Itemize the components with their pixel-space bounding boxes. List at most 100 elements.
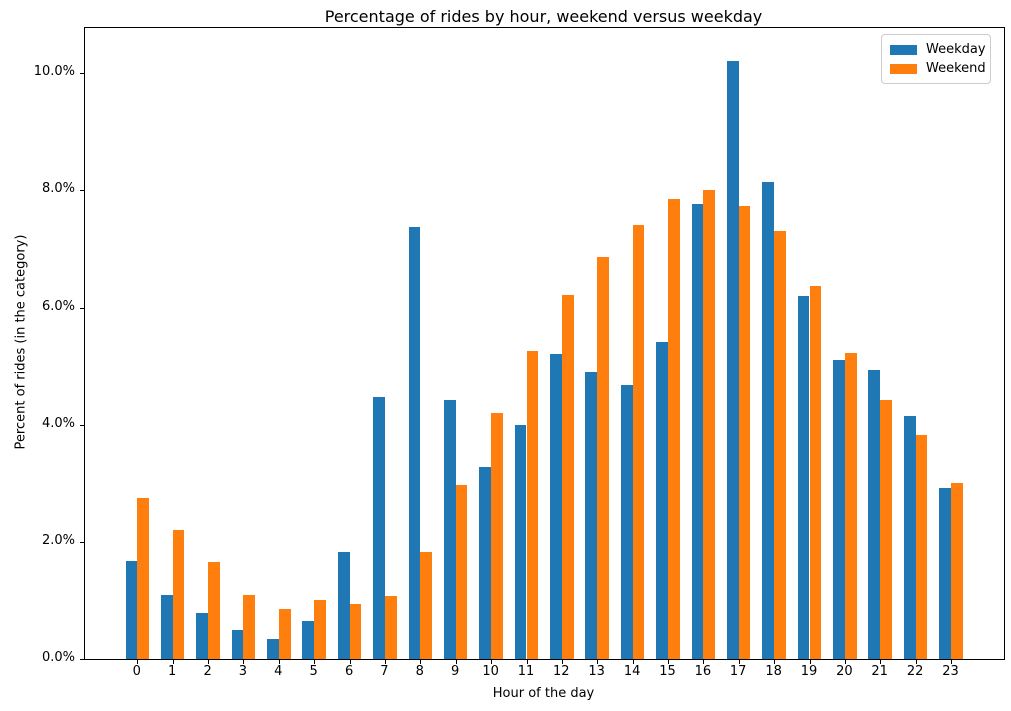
bar-weekday-20 <box>833 360 845 659</box>
bar-weekday-3 <box>231 629 244 659</box>
x-tick-label-2: 2 <box>203 664 212 679</box>
x-tick-label-17: 17 <box>729 664 747 679</box>
bar-weekend-2 <box>208 561 220 659</box>
bar-weekday-17 <box>726 61 739 659</box>
bar-weekend-22 <box>915 435 928 659</box>
weekend-swatch-icon <box>890 63 917 74</box>
bar-weekend-12 <box>561 295 574 659</box>
y-tick-mark-4 <box>80 424 84 426</box>
bar-weekday-13 <box>585 371 598 659</box>
bar-weekday-15 <box>656 342 668 659</box>
legend-label-weekend: Weekend <box>926 61 986 76</box>
x-tick-mark-9 <box>455 660 457 664</box>
bar-weekend-15 <box>668 199 680 659</box>
x-tick-mark-5 <box>314 660 316 664</box>
x-tick-mark-11 <box>526 660 528 664</box>
x-tick-label-19: 19 <box>800 664 818 679</box>
x-tick-mark-6 <box>349 660 351 664</box>
bar-weekend-18 <box>774 230 786 659</box>
x-tick-mark-18 <box>774 660 776 664</box>
bar-weekday-12 <box>550 353 562 659</box>
x-tick-mark-2 <box>208 660 210 664</box>
x-tick-mark-12 <box>561 660 563 664</box>
bar-weekday-10 <box>479 467 492 659</box>
x-tick-label-22: 22 <box>906 664 924 679</box>
x-tick-label-0: 0 <box>132 664 141 679</box>
bar-weekday-0 <box>125 560 138 659</box>
x-tick-label-16: 16 <box>694 664 712 679</box>
y-tick-mark-6 <box>80 307 84 309</box>
x-tick-mark-10 <box>491 660 493 664</box>
bar-weekday-2 <box>196 612 209 659</box>
y-tick-mark-8 <box>80 190 84 192</box>
bar-weekday-16 <box>691 204 704 659</box>
bar-weekday-9 <box>443 399 456 659</box>
x-tick-mark-17 <box>738 660 740 664</box>
bar-weekend-6 <box>349 603 362 659</box>
x-tick-label-12: 12 <box>553 664 570 679</box>
y-tick-label-4: 4.0% <box>41 415 75 431</box>
x-tick-label-20: 20 <box>836 664 853 679</box>
bar-weekday-6 <box>337 551 350 659</box>
x-tick-mark-0 <box>137 660 139 664</box>
bar-weekend-9 <box>455 485 468 659</box>
bar-weekend-13 <box>597 256 609 659</box>
x-tick-mark-14 <box>632 660 634 664</box>
x-tick-label-23: 23 <box>942 664 959 679</box>
x-tick-label-14: 14 <box>623 664 641 679</box>
bar-weekend-1 <box>172 529 185 659</box>
x-tick-mark-16 <box>703 660 705 664</box>
legend-item-weekday: Weekday <box>890 40 986 59</box>
bar-weekday-19 <box>797 296 810 659</box>
legend-item-weekend: Weekend <box>890 59 986 78</box>
x-tick-mark-22 <box>915 660 917 664</box>
bar-weekday-18 <box>762 182 775 659</box>
y-tick-label-2: 2.0% <box>41 532 75 548</box>
weekday-swatch-icon <box>890 44 917 55</box>
x-tick-mark-20 <box>844 660 846 664</box>
y-tick-label-10: 10.0% <box>33 64 75 80</box>
legend: Weekday Weekend <box>881 34 991 84</box>
x-tick-mark-1 <box>172 660 174 664</box>
y-tick-label-0: 0.0% <box>41 650 75 665</box>
y-tick-label-8: 8.0% <box>41 181 75 197</box>
bar-weekday-7 <box>373 397 385 659</box>
x-tick-label-3: 3 <box>238 664 248 679</box>
bar-weekend-17 <box>738 205 751 659</box>
bar-weekend-23 <box>951 482 963 659</box>
legend-label-weekday: Weekday <box>926 42 986 57</box>
bar-weekend-19 <box>809 285 822 659</box>
x-tick-label-4: 4 <box>274 664 283 679</box>
x-tick-label-6: 6 <box>344 664 354 679</box>
x-tick-label-18: 18 <box>765 664 782 679</box>
bar-weekday-4 <box>267 638 279 659</box>
x-tick-mark-19 <box>809 660 811 664</box>
x-tick-mark-13 <box>597 660 599 664</box>
chart-title: Percentage of rides by hour, weekend ver… <box>324 7 763 26</box>
x-tick-label-21: 21 <box>871 664 888 679</box>
bar-weekday-8 <box>408 226 421 659</box>
y-tick-label-6: 6.0% <box>41 298 75 314</box>
x-tick-label-1: 1 <box>168 664 177 679</box>
y-tick-mark-0 <box>80 659 84 660</box>
bar-weekend-4 <box>278 608 291 659</box>
bar-weekday-23 <box>939 487 951 659</box>
x-tick-mark-7 <box>384 660 386 664</box>
bar-weekend-5 <box>314 600 326 659</box>
x-tick-mark-8 <box>420 660 422 664</box>
bar-weekend-14 <box>632 224 645 659</box>
bar-weekend-20 <box>844 353 857 659</box>
x-tick-mark-3 <box>243 660 245 664</box>
x-tick-label-13: 13 <box>588 664 605 679</box>
bar-weekend-16 <box>703 190 716 659</box>
x-tick-label-10: 10 <box>482 664 499 679</box>
x-tick-label-5: 5 <box>309 664 318 679</box>
x-tick-mark-21 <box>880 660 882 664</box>
x-tick-label-9: 9 <box>451 664 460 679</box>
y-tick-mark-10 <box>80 73 84 75</box>
x-tick-label-7: 7 <box>380 664 389 679</box>
bar-weekday-5 <box>302 620 315 659</box>
bar-weekday-14 <box>620 384 633 659</box>
bar-weekend-7 <box>384 596 397 659</box>
bar-weekday-21 <box>868 369 881 659</box>
